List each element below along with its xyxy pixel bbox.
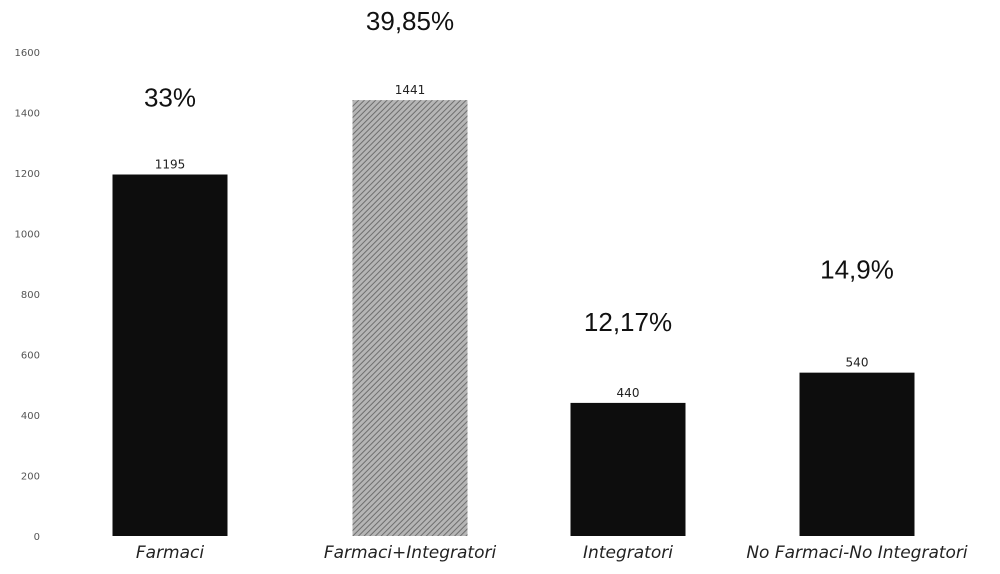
bar-percent-label: 39,85%	[366, 6, 454, 36]
bar-percent-label: 33%	[144, 83, 196, 113]
y-tick-label: 0	[34, 532, 40, 543]
bars-group: 1195 33% 1441 39,85% 440 12,17% 540 14,9%	[112, 6, 915, 536]
bar-value-label: 440	[617, 386, 640, 400]
y-tick-label: 800	[21, 290, 40, 301]
bar-value-label: 1195	[155, 158, 186, 172]
x-category-label: No Farmaci-No Integratori	[746, 543, 968, 563]
x-category-label: Farmaci	[136, 543, 205, 563]
y-tick-label: 400	[21, 411, 40, 422]
bar	[570, 402, 686, 536]
x-category-label: Farmaci+Integratori	[324, 543, 497, 563]
y-tick-label: 1200	[15, 169, 40, 180]
x-category-label: Integratori	[583, 543, 673, 563]
y-tick-label: 1600	[15, 48, 40, 59]
bar-value-label: 1441	[395, 83, 426, 97]
y-axis: 0 200 400 600 800 1000 1200 1400 1600	[15, 48, 40, 543]
y-tick-label: 200	[21, 472, 40, 483]
bar	[799, 372, 915, 536]
y-tick-label: 600	[21, 351, 40, 362]
bar	[112, 174, 228, 536]
y-tick-label: 1000	[15, 230, 40, 241]
bar	[352, 100, 468, 536]
x-axis: Farmaci Farmaci+Integratori Integratori No …	[136, 543, 968, 563]
bar-value-label: 540	[846, 356, 869, 370]
bar-percent-label: 12,17%	[584, 307, 672, 337]
bar-percent-label: 14,9%	[820, 255, 894, 285]
y-tick-label: 1400	[15, 109, 40, 120]
